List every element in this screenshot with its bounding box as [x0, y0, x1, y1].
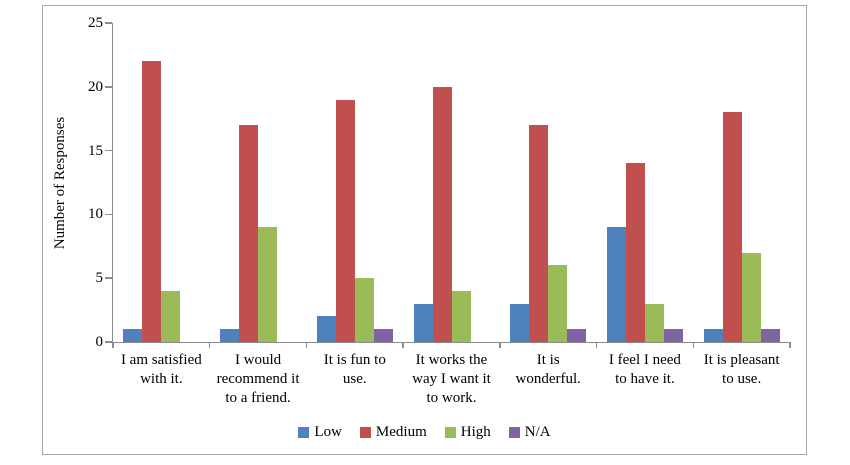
x-category-label: It is fun to use. [303, 351, 407, 389]
y-axis-line [111, 23, 113, 344]
bar-medium-cat6 [625, 163, 645, 342]
x-tick-mark [112, 342, 114, 348]
bar-na-cat3 [373, 329, 393, 342]
x-category-label-line: way I want it [412, 371, 491, 387]
x-category-label-line: to have it. [615, 371, 675, 387]
bar-medium-cat2 [239, 125, 259, 342]
bar-medium-cat4 [432, 87, 452, 342]
bar-high-cat1 [161, 291, 181, 342]
x-category-label: It is pleasant to use. [690, 351, 794, 389]
x-category-label-line: use. [342, 371, 367, 387]
x-tick-mark [789, 342, 791, 348]
x-tick-mark [595, 342, 598, 348]
x-axis-line [111, 341, 790, 343]
legend-item-low: Low [298, 424, 342, 441]
bar-na-cat5 [567, 329, 587, 342]
bar-medium-cat5 [529, 125, 549, 342]
y-tick-mark [105, 22, 112, 24]
x-category-label-line: I feel I need [608, 352, 681, 368]
bar-low-cat5 [510, 304, 530, 342]
legend-label: High [460, 423, 491, 440]
bar-high-cat3 [354, 278, 374, 342]
bar-high-cat4 [451, 291, 471, 342]
x-category-label-line: It works the [415, 352, 488, 368]
x-category-label-line: to a friend. [225, 390, 291, 406]
bar-high-cat6 [644, 304, 664, 342]
x-tick-mark [208, 342, 211, 348]
x-category-label-line: It is pleasant [703, 352, 780, 368]
x-category-label: I would recommend it to a friend. [206, 351, 310, 408]
bar-low-cat7 [703, 329, 723, 342]
legend-label: Medium [375, 423, 427, 440]
figure-border [42, 5, 807, 455]
bar-low-cat3 [316, 316, 336, 342]
x-category-label: I feel I need to have it. [593, 351, 697, 389]
y-tick-label: 15 [88, 142, 103, 159]
y-tick-label: 5 [95, 270, 104, 287]
bar-na-cat7 [760, 329, 780, 342]
y-tick-label: 25 [88, 15, 103, 31]
y-tick-label: 20 [88, 78, 103, 95]
x-category-label-line: wonderful. [515, 371, 581, 387]
legend-color-swatch [508, 426, 520, 438]
x-category-label-line: It is [536, 352, 560, 368]
bar-low-cat4 [413, 304, 433, 342]
x-tick-mark [692, 342, 695, 348]
legend-label: Low [314, 423, 342, 440]
y-tick-mark [105, 86, 112, 88]
bar-medium-cat7 [722, 112, 742, 342]
x-category-label-line: I am satisfied [120, 352, 202, 368]
x-category-label: It is wonderful. [496, 351, 600, 389]
bar-na-cat6 [663, 329, 683, 342]
y-axis-title: Number of Responses [52, 116, 68, 250]
x-category-label-line: with it. [140, 371, 183, 387]
x-category-label-line: to work. [426, 390, 477, 406]
bar-high-cat7 [741, 253, 761, 342]
x-category-label: I am satisfied with it. [109, 351, 213, 389]
legend-item-high: High [444, 423, 491, 441]
x-category-label-line: to use. [722, 371, 762, 387]
bar-high-cat2 [258, 227, 278, 342]
x-category-label-line: I would [234, 352, 282, 368]
bar-low-cat2 [220, 329, 240, 342]
legend-label: N/A [524, 423, 551, 440]
legend: Low Medium High N/A [42, 422, 807, 442]
x-tick-mark [402, 342, 404, 348]
legend-color-swatch [444, 426, 456, 438]
y-tick-mark [105, 277, 112, 279]
x-category-label: It works the way I want it to work. [400, 351, 504, 408]
legend-item-na: N/A [508, 423, 551, 441]
bar-medium-cat1 [142, 61, 162, 342]
y-tick-mark [105, 213, 112, 216]
legend-item-medium: Medium [359, 423, 427, 441]
y-tick-label: 10 [88, 206, 103, 223]
bar-high-cat5 [548, 265, 568, 342]
x-category-label-line: It is fun to [323, 352, 386, 368]
y-tick-label: 0 [95, 334, 104, 350]
x-tick-mark [305, 342, 308, 348]
y-tick-mark [105, 149, 112, 152]
y-tick-mark [105, 341, 112, 343]
x-tick-mark [499, 342, 501, 348]
bar-low-cat1 [123, 329, 143, 342]
legend-color-swatch [359, 426, 371, 438]
bar-low-cat6 [606, 227, 626, 342]
x-category-label-line: recommend it [216, 371, 300, 387]
bar-medium-cat3 [335, 100, 355, 342]
legend-color-swatch [298, 426, 310, 438]
